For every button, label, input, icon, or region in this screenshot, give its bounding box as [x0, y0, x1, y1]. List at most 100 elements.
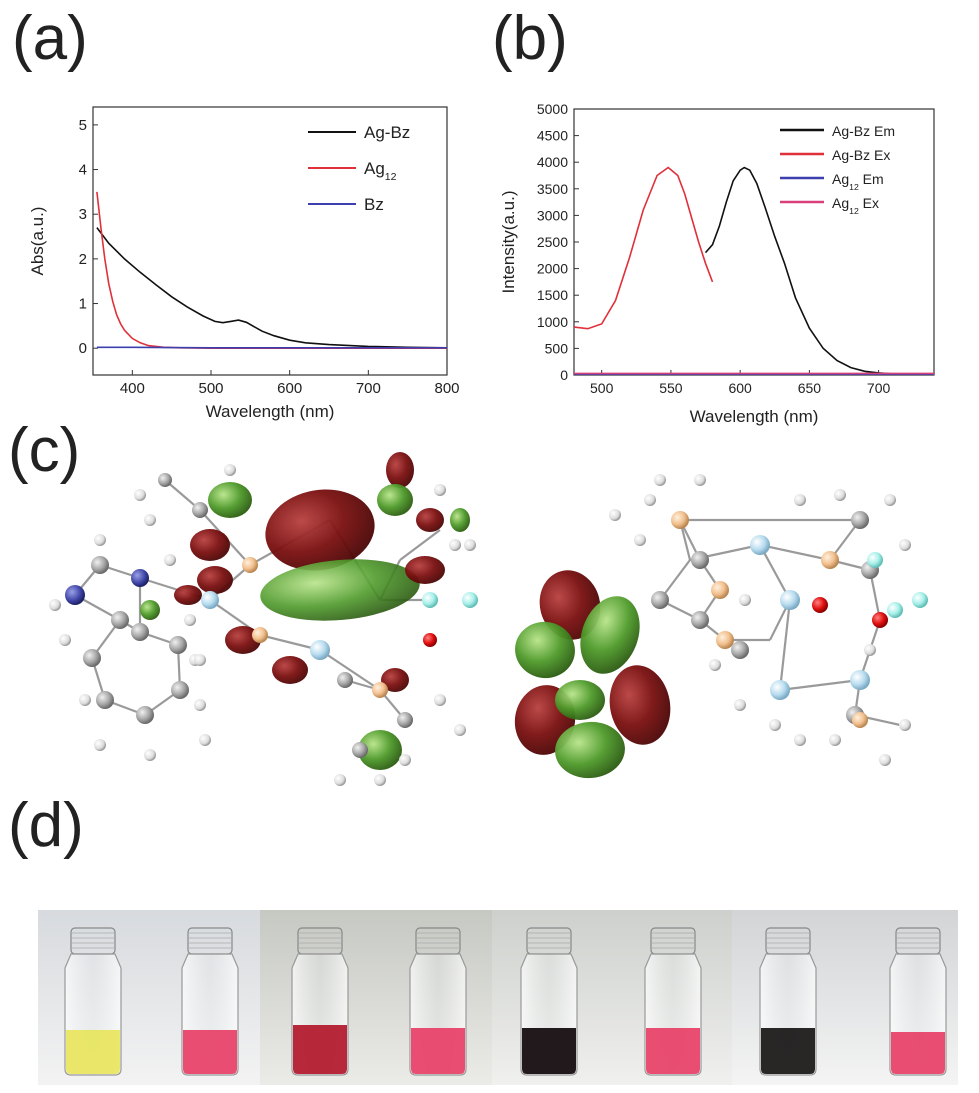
atom — [884, 494, 896, 506]
chart-b: 500 550 600 650 700 0 500 1000 1500 2000 2500 3000 3… — [499, 101, 935, 426]
vial-liquid — [293, 1025, 347, 1074]
orbital-lobe — [140, 600, 160, 620]
plot-frame-a — [92, 106, 448, 376]
atom — [79, 694, 91, 706]
atom — [731, 641, 749, 659]
bond — [344, 678, 381, 692]
atom — [83, 649, 101, 667]
atom — [434, 694, 446, 706]
y-tick-label-b: 3000 — [537, 207, 568, 223]
atom — [310, 640, 330, 660]
atom — [134, 489, 146, 501]
atom — [734, 699, 746, 711]
x-tick-label-a: 600 — [277, 380, 302, 397]
atom — [462, 592, 478, 608]
bond — [319, 649, 381, 691]
bond — [139, 630, 179, 647]
atom — [812, 597, 828, 613]
bond — [829, 519, 861, 561]
atom — [739, 594, 751, 606]
atom — [169, 636, 187, 654]
atom — [91, 556, 109, 574]
lumo-orbital-right — [514, 474, 928, 779]
y-tick-label-a: 0 — [79, 340, 87, 357]
atom — [334, 774, 346, 786]
bond — [399, 529, 441, 561]
legend-label-a-1: Ag12 — [364, 159, 397, 183]
atom — [899, 719, 911, 731]
panel-label-b: (b) — [492, 4, 568, 73]
atom — [609, 509, 621, 521]
atom — [454, 724, 466, 736]
atom — [194, 699, 206, 711]
series-line-a-2 — [96, 346, 447, 349]
atom — [750, 535, 770, 555]
atom — [399, 754, 411, 766]
atom — [912, 592, 928, 608]
atom — [780, 590, 800, 610]
orbital-lobe — [358, 730, 402, 770]
atom — [131, 569, 149, 587]
atom — [834, 489, 846, 501]
x-tick-label-a: 800 — [434, 380, 459, 397]
y-tick-label-b: 0 — [560, 367, 568, 383]
y-axis-label-b: Intensity(a.u.) — [499, 191, 518, 294]
atom — [846, 706, 864, 724]
atom — [422, 592, 438, 608]
orbital-lobe — [197, 566, 233, 594]
x-tick-label-a: 700 — [356, 380, 381, 397]
atom — [131, 623, 149, 641]
bond — [164, 479, 201, 511]
bond — [689, 543, 761, 562]
x-tick-label-b: 550 — [659, 380, 683, 396]
bond — [699, 619, 726, 641]
legend-label-b-3: Ag12 Ex — [832, 195, 879, 216]
y-tick-label-b: 4000 — [537, 154, 568, 170]
x-axis-label-b: Wavelength (nm) — [690, 407, 819, 426]
legend-label-b-2: Ag12 Em — [832, 171, 884, 192]
legend-label-a-2: Bz — [364, 195, 384, 214]
atom — [852, 712, 868, 728]
bond — [678, 519, 692, 561]
bond — [74, 594, 121, 621]
x-tick-label-b: 700 — [867, 380, 891, 396]
orbital-lobe — [580, 596, 640, 674]
x-tick-label-a: 400 — [120, 380, 145, 397]
orbital-lobe — [405, 556, 445, 584]
atom — [59, 634, 71, 646]
atom — [352, 742, 368, 758]
x-tick-label-b: 650 — [798, 380, 822, 396]
orbital-lobe — [555, 680, 605, 720]
atom — [423, 633, 437, 647]
bond — [91, 619, 121, 659]
atom — [184, 614, 196, 626]
atom — [867, 552, 883, 568]
bond — [759, 544, 791, 601]
bond — [329, 519, 381, 601]
y-tick-label-b: 5000 — [537, 101, 568, 117]
atom — [794, 734, 806, 746]
atom — [144, 514, 156, 526]
y-tick-label-b: 3500 — [537, 181, 568, 197]
y-tick-label-b: 2500 — [537, 234, 568, 250]
bond — [769, 599, 791, 641]
orbital-lobe — [272, 656, 308, 684]
atom — [769, 719, 781, 731]
atom — [644, 494, 656, 506]
orbital-lobe — [174, 585, 202, 605]
bond — [99, 563, 141, 580]
vial-liquid — [891, 1032, 945, 1074]
atom — [49, 599, 61, 611]
x-tick-label-b: 500 — [590, 380, 614, 396]
y-tick-label-a: 4 — [79, 162, 87, 179]
orbital-lobe — [265, 489, 375, 571]
atom — [851, 511, 869, 529]
orbital-lobe — [381, 668, 409, 692]
atom — [794, 494, 806, 506]
atom — [434, 484, 446, 496]
panel-label-d: (d) — [8, 791, 84, 860]
vials-photo-strip — [38, 910, 958, 1085]
legend-label-b-1: Ag-Bz Ex — [832, 147, 890, 163]
bond — [659, 599, 701, 621]
atom — [651, 591, 669, 609]
